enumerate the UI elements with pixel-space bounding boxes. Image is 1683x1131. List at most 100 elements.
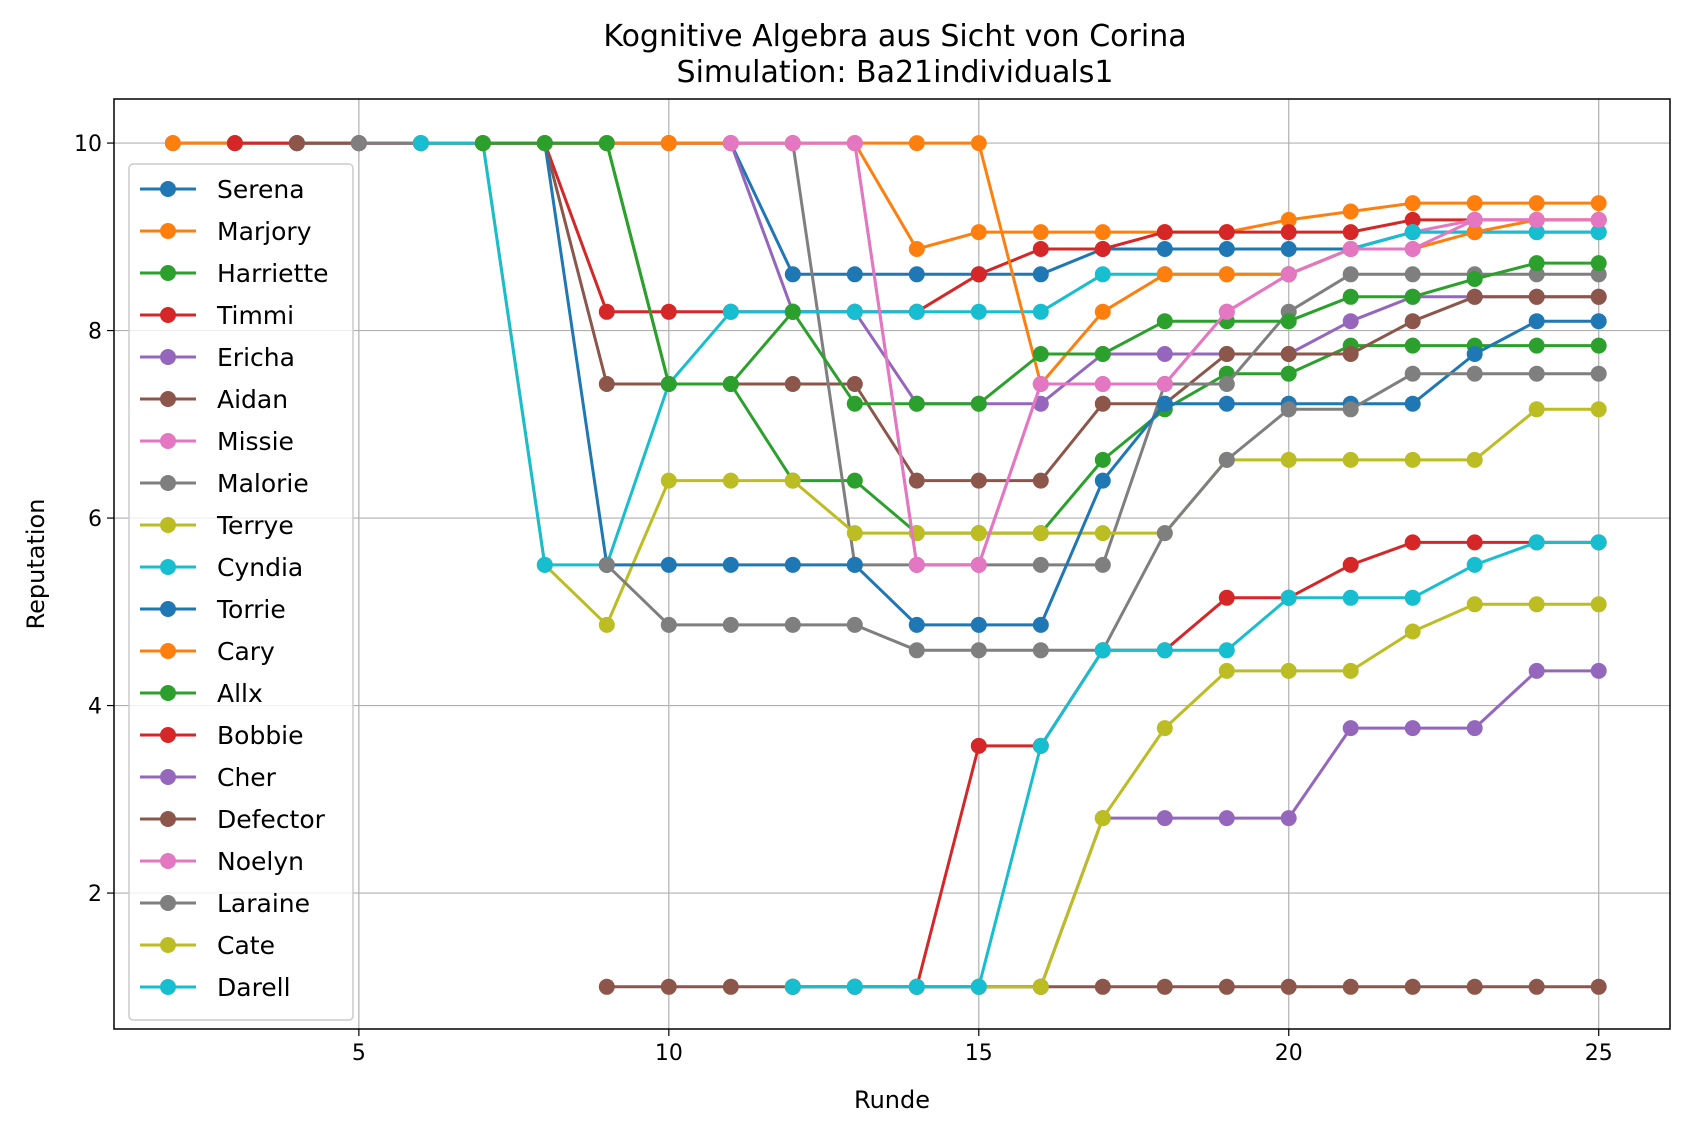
data-point-bobbie — [970, 737, 987, 754]
data-point-noelyn — [1094, 376, 1111, 392]
series-allx — [474, 135, 1607, 412]
data-point-timmi — [1342, 224, 1359, 241]
data-point-cate — [1156, 720, 1173, 737]
legend-marker — [160, 853, 176, 869]
data-point-malorie — [1342, 266, 1359, 283]
data-point-aidan — [1342, 346, 1359, 362]
series-serena — [164, 135, 1607, 283]
data-point-aidan — [908, 472, 925, 489]
data-point-timmi — [1218, 224, 1235, 241]
legend-label: Allx — [217, 679, 263, 708]
data-point-marjory — [1342, 203, 1359, 220]
data-point-defector — [1218, 978, 1235, 995]
series-cyndia — [412, 135, 1607, 573]
series-cate — [784, 596, 1607, 995]
data-point-laraine — [970, 642, 987, 659]
y-tick-label: 10 — [74, 132, 102, 157]
data-point-malorie — [1032, 556, 1049, 573]
data-point-darell — [1280, 589, 1297, 606]
data-point-cate — [1590, 596, 1607, 613]
data-point-malorie — [1404, 266, 1421, 283]
data-point-bobbie — [1404, 534, 1421, 551]
legend-marker — [160, 811, 176, 827]
data-point-aidan — [1404, 313, 1421, 330]
axis-ticks: 5 10 15 20 25 2 4 6 8 10 — [74, 132, 1613, 1066]
data-point-aidan — [1280, 346, 1297, 362]
data-point-laraine — [1404, 365, 1421, 382]
data-point-marjory — [1466, 195, 1483, 212]
data-point-noelyn — [1280, 266, 1297, 283]
data-point-allx — [908, 395, 925, 412]
legend-label: Laraine — [217, 889, 310, 918]
data-point-cary — [1466, 224, 1483, 241]
data-point-terrye — [1032, 525, 1049, 542]
series-line-timmi — [234, 141, 1599, 314]
data-point-cyndia — [412, 135, 429, 152]
x-tick: 25 — [1585, 1029, 1613, 1066]
data-point-allx — [1156, 313, 1173, 330]
data-point-torrie — [1528, 313, 1545, 330]
data-point-terrye — [722, 472, 739, 489]
data-point-marjory — [908, 241, 925, 257]
data-point-malorie — [1528, 266, 1545, 283]
data-point-noelyn — [1032, 376, 1049, 392]
data-point-noelyn — [1342, 241, 1359, 257]
legend-marker — [160, 643, 176, 659]
data-point-cher — [1218, 810, 1235, 827]
data-point-torrie — [908, 616, 925, 633]
legend-item-cate: Cate — [140, 931, 275, 960]
legend-item-harriette: Harriette — [140, 259, 329, 288]
data-point-cate — [1466, 596, 1483, 613]
data-point-terrye — [660, 472, 677, 489]
data-point-laraine — [1528, 365, 1545, 382]
data-point-marjory — [970, 224, 987, 241]
data-point-noelyn — [784, 135, 801, 152]
data-point-timmi — [1156, 224, 1173, 241]
legend-label: Timmi — [216, 301, 294, 330]
data-point-defector — [1280, 978, 1297, 995]
series-terrye — [412, 135, 1607, 633]
data-point-laraine — [1342, 401, 1359, 418]
data-point-darell — [908, 978, 925, 995]
series-group — [164, 135, 1607, 995]
data-point-allx — [1466, 271, 1483, 287]
legend-marker — [160, 727, 176, 743]
data-point-aidan — [1032, 472, 1049, 489]
x-tick: 10 — [655, 1029, 683, 1066]
data-point-aidan — [1094, 395, 1111, 412]
data-point-timmi — [1404, 211, 1421, 228]
data-point-cate — [1094, 810, 1111, 827]
data-point-defector — [660, 978, 677, 995]
data-point-aidan — [288, 135, 305, 152]
legend-item-noelyn: Noelyn — [140, 847, 304, 876]
data-point-darell — [970, 978, 987, 995]
data-point-allx — [1528, 255, 1545, 272]
data-point-terrye — [1342, 451, 1359, 468]
y-axis-label: Reputation — [22, 499, 50, 630]
data-point-torrie — [970, 616, 987, 633]
data-point-allx — [1280, 313, 1297, 330]
legend-marker — [160, 433, 176, 449]
data-point-allx — [722, 376, 739, 392]
data-point-torrie — [1590, 313, 1607, 330]
data-point-laraine — [1032, 642, 1049, 659]
data-point-laraine — [1218, 451, 1235, 468]
data-point-malorie — [1218, 376, 1235, 392]
data-point-cate — [1528, 596, 1545, 613]
data-point-marjory — [1404, 195, 1421, 212]
series-line-terrye — [420, 141, 1599, 627]
data-point-allx — [660, 376, 677, 392]
data-point-cher — [1528, 662, 1545, 679]
data-point-torrie — [1466, 346, 1483, 362]
legend-marker — [160, 559, 176, 575]
data-point-cate — [1280, 662, 1297, 679]
x-tick-label: 5 — [352, 1041, 366, 1066]
data-point-timmi — [226, 135, 243, 152]
data-point-cate — [1342, 662, 1359, 679]
data-point-noelyn — [908, 556, 925, 573]
series-cher — [784, 662, 1607, 995]
data-point-terrye — [1094, 525, 1111, 542]
legend-marker — [160, 685, 176, 701]
legend-marker — [160, 223, 176, 239]
